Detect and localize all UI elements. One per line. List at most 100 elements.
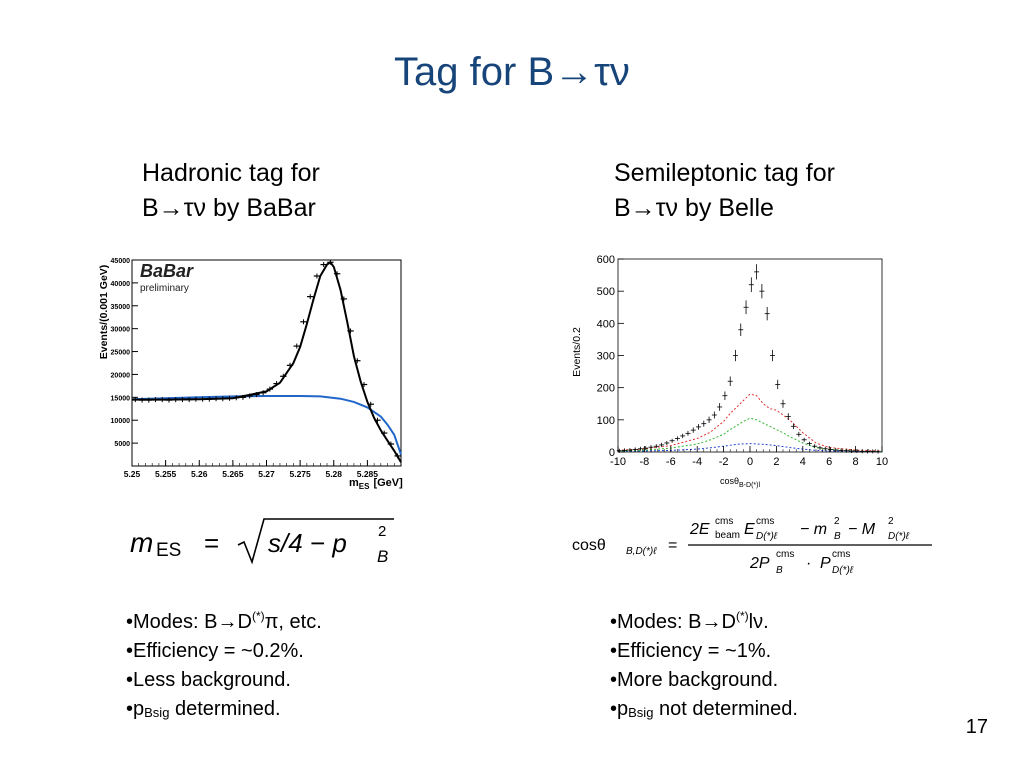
left-b1-post: π, etc.	[264, 611, 322, 633]
belle-data-point	[701, 420, 707, 427]
belle-x-tick-label: 6	[826, 456, 832, 468]
babar-background-curve	[131, 395, 402, 455]
belle-data-point	[780, 399, 786, 408]
babar-xlabel-main: m	[349, 477, 359, 489]
left-heading-line2: B→τν by BaBar	[142, 194, 316, 222]
babar-data-point	[253, 392, 260, 398]
belle-data-point	[875, 449, 881, 454]
belle-x-tick-label: -4	[692, 456, 702, 468]
babar-data-point	[192, 396, 200, 402]
babar-y-axis-label: Events/(0.001 GeV)	[98, 265, 110, 360]
belle-data-point	[627, 448, 633, 453]
belle-data-point	[632, 447, 638, 452]
babar-y-tick-label: 25000	[111, 350, 131, 357]
babar-data-point	[138, 397, 146, 403]
cos-theta-formula: cosθ B,D(*)ℓ = 2E cms beam E cms D(*)ℓ −…	[572, 516, 932, 576]
belle-data-point	[759, 283, 765, 299]
belle-y-tick-label: 600	[597, 254, 615, 266]
belle-x-tick-label: -2	[719, 456, 729, 468]
cos-num-c-sub: B	[834, 531, 841, 542]
babar-y-tick-label: 45000	[111, 258, 131, 265]
babar-data-point	[179, 397, 186, 403]
belle-red-model-curve	[617, 393, 883, 452]
babar-data-point	[259, 390, 267, 396]
belle-data-point	[680, 433, 686, 439]
right-b1-pre: Modes: B→D	[617, 611, 736, 633]
babar-data-point	[273, 381, 280, 387]
cos-num-d-sub: D(*)ℓ	[888, 531, 910, 542]
belle-data-point	[812, 444, 818, 449]
belle-x-tick-label: 4	[800, 456, 806, 468]
mes-formula-sub: B	[377, 547, 388, 566]
left-b4-post: determined.	[169, 698, 281, 720]
belle-data-point	[754, 264, 760, 280]
babar-data-point	[132, 397, 139, 403]
right-bullet-pbsig: •pBsig not determined.	[610, 698, 798, 720]
belle-data-points	[616, 264, 881, 454]
cos-num-a-sub: beam	[715, 530, 740, 541]
mes-formula-lhs: m	[130, 527, 153, 558]
babar-y-tick-label: 5000	[114, 441, 130, 448]
babar-data-point	[219, 396, 226, 402]
cos-num-a: 2E	[689, 521, 710, 538]
babar-data-point	[185, 397, 193, 403]
babar-data-point	[152, 397, 159, 403]
belle-data-point	[696, 424, 702, 430]
mes-formula: m ES = s/4 − p 2 B	[130, 518, 394, 566]
babar-y-tick-label: 20000	[111, 372, 131, 379]
belle-y-axis-label: Events/0.2	[571, 327, 583, 377]
babar-data-point	[367, 401, 374, 407]
cos-den-a-sup: cms	[776, 549, 794, 560]
cos-num-b: E	[744, 521, 755, 538]
belle-data-point	[864, 449, 870, 454]
belle-data-point	[801, 437, 807, 442]
belle-xlabel-sub: B-D(*)l	[739, 482, 760, 489]
babar-y-tick-label: 40000	[111, 281, 131, 288]
belle-green-model-curve	[617, 417, 883, 452]
belle-y-tick-label: 100	[597, 415, 615, 427]
babar-data-point	[246, 393, 253, 399]
babar-x-tick-label: 5.275	[289, 469, 311, 479]
belle-cos-theta-chart: -10 -8 -6 -4 -2 0 2 4 6 8 10 0 100 200 300 400 500 600 E…	[571, 254, 888, 489]
belle-data-point	[727, 376, 733, 387]
belle-data-point	[748, 277, 754, 293]
babar-data-point	[226, 395, 233, 401]
belle-data-point	[785, 413, 791, 420]
belle-data-point	[838, 448, 844, 453]
left-b4-sub: Bsig	[144, 705, 170, 720]
belle-data-point	[664, 440, 670, 445]
left-b1-pre: Modes: B→D	[133, 611, 252, 633]
babar-data-point	[199, 396, 206, 402]
belle-data-point	[732, 349, 738, 362]
babar-data-point	[159, 397, 166, 403]
belle-data-point	[743, 300, 749, 315]
belle-x-tick-label: 10	[876, 456, 888, 468]
babar-x-tick-label: 5.28	[325, 469, 342, 479]
babar-data-point	[340, 296, 348, 302]
right-b4-sub: Bsig	[628, 705, 654, 720]
babar-data-point	[320, 262, 327, 268]
cos-den-a-sub: B	[776, 565, 783, 576]
babar-logo-text: BaBar	[140, 261, 194, 281]
babar-data-point	[333, 271, 341, 277]
babar-data-point	[307, 294, 314, 300]
belle-data-point	[738, 323, 744, 337]
belle-data-point	[669, 438, 675, 443]
babar-data-point	[165, 397, 173, 403]
babar-data-point	[360, 382, 368, 388]
left-b1-sup: (*)	[251, 609, 265, 623]
babar-data-point	[206, 396, 213, 402]
left-bullet-list: •Modes: B→D(*)π, etc. •Efficiency = ~0.2…	[126, 608, 322, 724]
babar-data-point	[286, 362, 294, 368]
babar-data-point	[347, 328, 354, 334]
mes-formula-radicand: s/4 − p	[268, 528, 347, 558]
cos-den-b-sub: D(*)ℓ	[832, 565, 854, 576]
belle-data-point	[674, 436, 680, 441]
belle-plot-frame	[617, 258, 883, 453]
cos-den-dot: ·	[806, 555, 811, 572]
belle-data-point	[843, 448, 849, 453]
cos-formula-equals: =	[668, 537, 677, 554]
babar-data-points	[132, 259, 401, 459]
belle-data-point	[711, 411, 717, 419]
left-heading: Hadronic tag for B→τν by BaBar	[142, 156, 320, 226]
